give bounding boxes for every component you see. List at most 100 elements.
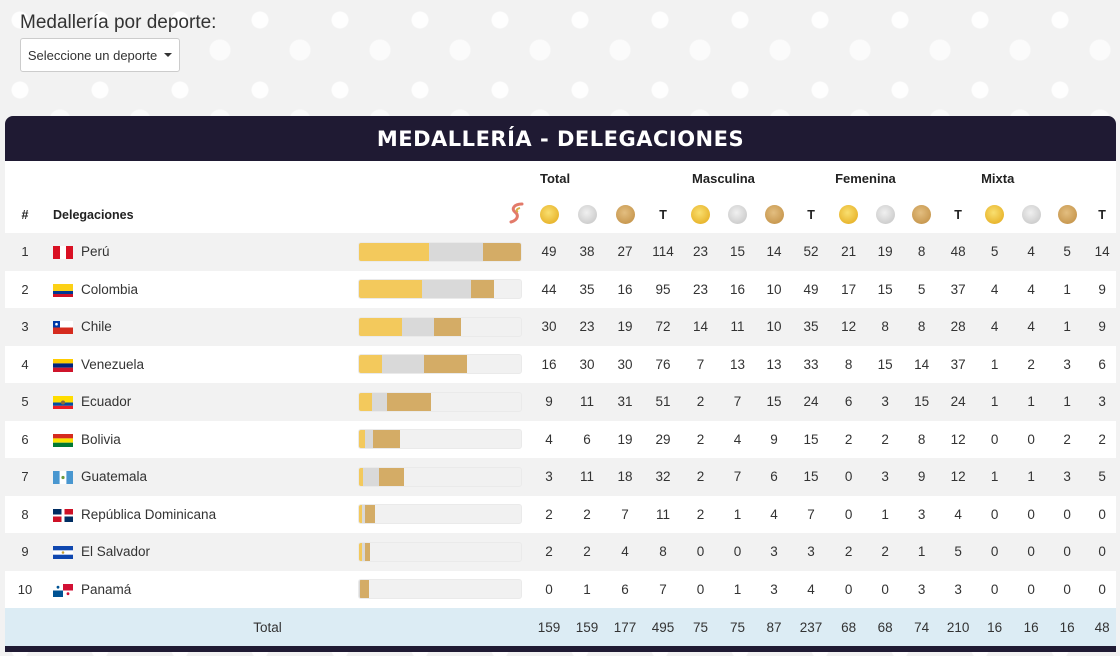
silver-medal-icon xyxy=(875,205,895,224)
gold-segment xyxy=(359,505,362,524)
row-rank: 2 xyxy=(21,281,29,297)
table-row[interactable]: 9 El Salvador 2 2 4 8 0 0 3 3 2 2 1 5 0 0 0 0 xyxy=(5,533,1116,571)
table-row[interactable]: 5 Ecuador 9 11 31 51 2 7 15 24 6 3 15 24 1 1 1 3 xyxy=(5,383,1116,421)
gold-segment xyxy=(359,392,372,411)
masc-silver-count: 1 xyxy=(733,506,742,522)
gold-medal-icon xyxy=(682,196,719,233)
gold-segment xyxy=(359,355,382,374)
row-delegation[interactable]: República Dominicana xyxy=(45,496,358,534)
masc-bronze-count: 10 xyxy=(766,281,782,297)
masc-silver-count: 11 xyxy=(730,319,745,335)
row-delegation[interactable]: Bolivia xyxy=(45,421,358,459)
row-delegation[interactable]: Perú xyxy=(45,233,358,271)
delegation-name: Chile xyxy=(81,319,112,335)
fem-total-count: 37 xyxy=(950,356,966,372)
medal-table: Total Masculina Femenina Mixta # Delegac… xyxy=(5,161,1116,646)
fem-bronze-count: 3 xyxy=(917,506,926,522)
colombia-flag-icon xyxy=(53,283,73,297)
table-row[interactable]: 7 Guatemala 3 11 18 32 2 7 6 15 0 3 9 12 1 1 3 5 xyxy=(5,458,1116,496)
masc-silver-count: 13 xyxy=(730,356,746,372)
row-delegation[interactable]: Colombia xyxy=(45,271,358,309)
silver-medal-icon xyxy=(867,196,903,233)
row-rank: 7 xyxy=(21,469,29,485)
bronze-segment xyxy=(482,242,521,261)
mixta-silver-count: 0 xyxy=(1027,544,1035,560)
bronze-medal-icon xyxy=(615,205,635,224)
gold-segment xyxy=(359,242,429,261)
total-gold-count: 3 xyxy=(545,469,553,485)
footer-masc-gold: 75 xyxy=(693,619,709,635)
table-row[interactable]: 3 Chile 30 23 19 72 14 11 10 35 12 8 8 28 4 4 1 9 xyxy=(5,308,1116,346)
table-row[interactable]: 4 Venezuela 16 30 30 76 7 13 13 33 8 15 14 37 1 2 3 6 xyxy=(5,346,1116,384)
total-silver-count: 23 xyxy=(579,319,595,335)
footer-mixta-total: 48 xyxy=(1094,619,1110,635)
total-gold-count: 2 xyxy=(545,506,553,522)
mixta-gold-count: 0 xyxy=(990,431,999,447)
total-bronze-count: 27 xyxy=(617,244,633,260)
total-silver-count: 11 xyxy=(579,394,594,410)
medal-bar xyxy=(358,279,522,300)
masc-silver-count: 15 xyxy=(730,244,746,260)
gold-segment xyxy=(359,467,364,486)
fem-bronze-count: 14 xyxy=(914,356,930,372)
silver-medal-icon xyxy=(719,196,756,233)
silver-segment xyxy=(361,505,365,524)
fem-bronze-count: 1 xyxy=(917,544,926,560)
sport-select[interactable]: Seleccione un deporte xyxy=(20,38,180,72)
silver-segment xyxy=(428,242,483,261)
gold-medal-icon xyxy=(830,196,867,233)
row-delegation[interactable]: Guatemala xyxy=(45,458,358,496)
fem-gold-count: 12 xyxy=(841,319,857,335)
bronze-medal-icon xyxy=(764,205,784,224)
panel-title: MEDALLERÍA - DELEGACIONES xyxy=(5,116,1116,161)
footer-fem-bronze: 74 xyxy=(914,619,930,635)
mixta-total-count: 5 xyxy=(1098,469,1106,485)
mixta-bronze-count: 0 xyxy=(1063,544,1071,560)
mixta-total-count: 14 xyxy=(1094,244,1110,260)
medal-bar-cell xyxy=(358,233,530,271)
table-row[interactable]: 10 Panamá 0 1 6 7 0 1 3 4 0 0 3 3 0 0 0 0 xyxy=(5,571,1116,609)
row-delegation[interactable]: Ecuador xyxy=(45,383,358,421)
table-row[interactable]: 1 Perú 49 38 27 114 23 15 14 52 21 19 8 48 5 4 5 14 xyxy=(5,233,1116,271)
masc-gold-count: 0 xyxy=(696,544,705,560)
fem-silver-count: 8 xyxy=(881,319,889,335)
mixta-bronze-count: 3 xyxy=(1063,356,1071,372)
row-delegation[interactable]: Venezuela xyxy=(45,346,358,384)
masc-total-count: 15 xyxy=(803,431,819,447)
fem-total-count: 5 xyxy=(954,544,962,560)
masc-silver-count: 16 xyxy=(730,281,746,297)
sport-filter-label: Medallería por deporte: xyxy=(20,12,217,33)
fem-total-count: 48 xyxy=(950,244,966,260)
footer-total-silver: 159 xyxy=(575,619,599,635)
total-silver-count: 38 xyxy=(579,244,595,260)
ecuador-flag-icon xyxy=(53,396,73,410)
row-delegation[interactable]: El Salvador xyxy=(45,533,358,571)
venezuela-flag-icon xyxy=(53,358,73,372)
table-row[interactable]: 2 Colombia 44 35 16 95 23 16 10 49 17 15 5 37 4 4 1 9 xyxy=(5,271,1116,309)
row-rank: 3 xyxy=(21,319,29,335)
row-rank: 10 xyxy=(17,581,33,597)
total-total-count: 29 xyxy=(655,431,671,447)
delegation-name: Panamá xyxy=(81,581,132,597)
bronze-medal-icon xyxy=(903,196,940,233)
table-row[interactable]: 8 República Dominicana 2 2 7 11 2 1 4 7 0 1 3 4 0 0 0 0 xyxy=(5,496,1116,534)
gold-segment xyxy=(359,542,362,561)
delegation-name: Guatemala xyxy=(81,469,148,485)
panama-flag-icon xyxy=(53,583,73,597)
total-gold-count: 4 xyxy=(545,431,553,447)
row-delegation[interactable]: Panamá xyxy=(45,571,358,609)
fem-silver-count: 15 xyxy=(877,356,893,372)
gold-medal-icon xyxy=(985,205,1005,224)
table-row[interactable]: 6 Bolivia 4 6 19 29 2 4 9 15 2 2 8 12 0 0 2 2 xyxy=(5,421,1116,459)
silver-segment xyxy=(359,580,361,599)
masc-gold-count: 2 xyxy=(696,506,705,522)
masc-total-count: 3 xyxy=(807,544,815,560)
masc-total-count: 49 xyxy=(803,281,819,297)
footer-total-gold: 159 xyxy=(537,619,561,635)
row-delegation[interactable]: Chile xyxy=(45,308,358,346)
total-silver-count: 30 xyxy=(579,356,595,372)
mixta-gold-count: 1 xyxy=(990,394,999,410)
silver-medal-icon xyxy=(1021,205,1041,224)
masc-bronze-count: 6 xyxy=(770,469,778,485)
row-rank: 9 xyxy=(21,544,29,560)
